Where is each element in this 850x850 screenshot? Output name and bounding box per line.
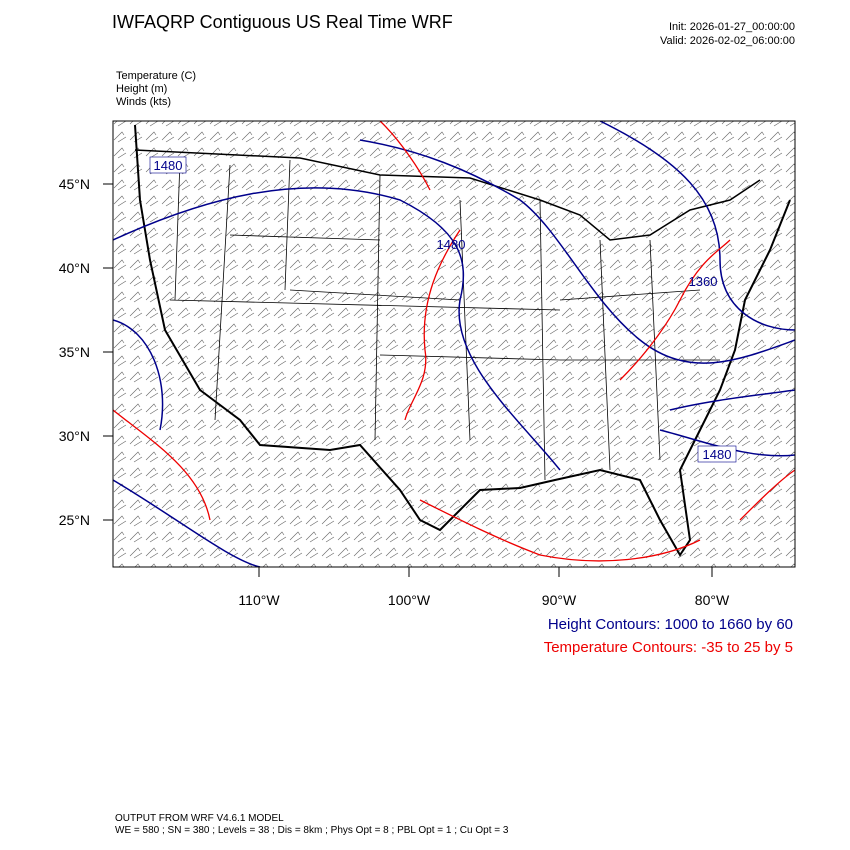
contour-label-box xyxy=(697,445,737,463)
field-label: Temperature (C) xyxy=(116,70,196,82)
lon-label: 80°W xyxy=(695,592,730,608)
footer-line: OUTPUT FROM WRF V4.6.1 MODEL xyxy=(115,813,284,824)
contour-labels: 1480 1480 1360 1480 xyxy=(149,156,737,463)
coastline xyxy=(134,124,791,557)
field-label: Height (m) xyxy=(116,83,167,95)
state-lines xyxy=(169,159,720,481)
valid-time: Valid: 2026-02-02_06:00:00 xyxy=(660,35,795,47)
contour-label-box xyxy=(149,156,187,174)
ticks xyxy=(103,183,713,577)
lat-labels: 45°N 40°N 35°N 30°N 25°N xyxy=(59,176,90,528)
contour-label: 1480 xyxy=(154,158,183,173)
lat-label: 45°N xyxy=(59,176,90,192)
lon-label: 100°W xyxy=(388,592,431,608)
title: IWFAQRP Contiguous US Real Time WRF xyxy=(112,12,453,32)
lon-label: 110°W xyxy=(238,592,280,608)
footer-line: WE = 580 ; SN = 380 ; Levels = 38 ; Dis … xyxy=(115,825,509,836)
border xyxy=(134,149,761,241)
temperature-legend: Temperature Contours: -35 to 25 by 5 xyxy=(544,639,793,656)
wind-barbs xyxy=(113,121,795,567)
temperature-contours xyxy=(113,121,795,562)
lat-label: 25°N xyxy=(59,512,90,528)
map xyxy=(113,121,795,567)
contour-label: 1480 xyxy=(437,237,466,252)
map-frame xyxy=(112,120,796,568)
lat-label: 30°N xyxy=(59,428,90,444)
lon-labels: 110°W 100°W 90°W 80°W xyxy=(238,592,730,608)
contour-label: 1480 xyxy=(703,447,732,462)
field-label: Winds (kts) xyxy=(116,96,171,108)
lat-label: 35°N xyxy=(59,344,90,360)
height-legend: Height Contours: 1000 to 1660 by 60 xyxy=(548,616,793,633)
contour-label: 1360 xyxy=(689,274,718,289)
lat-label: 40°N xyxy=(59,260,90,276)
lon-label: 90°W xyxy=(542,592,577,608)
init-time: Init: 2026-01-27_00:00:00 xyxy=(669,21,795,33)
